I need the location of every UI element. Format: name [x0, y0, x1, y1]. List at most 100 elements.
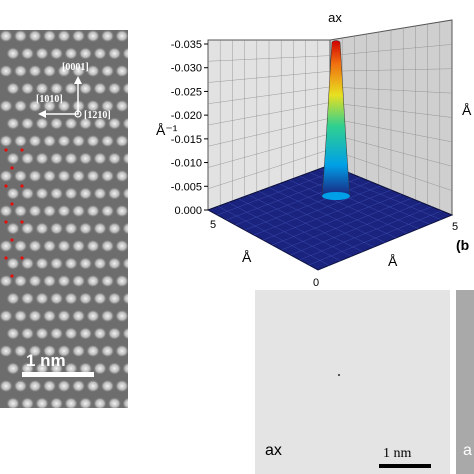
- arrow-left-head: [38, 110, 46, 118]
- lattice-spot: [64, 257, 78, 270]
- z-tick-label: -0.010: [171, 158, 202, 170]
- spike-peak: [321, 40, 351, 197]
- lattice-spot: [35, 362, 49, 375]
- lattice-spot: [71, 64, 86, 78]
- lattice-spot: [78, 222, 93, 235]
- lattice-spot: [71, 344, 86, 358]
- lattice-spot: [35, 47, 49, 60]
- lattice-spot: [57, 169, 71, 183]
- floor-tick-left: 5: [210, 219, 216, 231]
- lattice-spot: [115, 379, 128, 393]
- lattice-spot: [122, 362, 128, 375]
- lattice-spot: [28, 169, 42, 183]
- lattice-spot: [115, 169, 128, 183]
- lattice-spot: [42, 30, 57, 43]
- arrow-up-head: [74, 76, 82, 84]
- lattice-spot: [0, 30, 13, 43]
- lattice-spot: [93, 187, 107, 200]
- lattice-spot: [100, 169, 115, 183]
- lattice-spot: [107, 117, 122, 130]
- lattice-spot: [57, 379, 71, 393]
- lattice-spot: [49, 187, 64, 200]
- lattice-spot: [42, 274, 57, 288]
- lattice-spot: [64, 47, 78, 60]
- lattice-spot: [28, 274, 42, 288]
- z-axis-label-right: Å: [462, 102, 472, 118]
- lattice-spot: [28, 64, 42, 78]
- lattice-spot: [122, 257, 128, 270]
- z-axis-ticks: -0.035 -0.030 -0.025 -0.020 -0.015 -0.010 -0.0…: [171, 39, 208, 217]
- lattice-spot: [115, 134, 128, 148]
- z-tick-label: -0.005: [171, 181, 202, 193]
- lattice-spot: [0, 274, 13, 288]
- lattice-spot: [100, 309, 115, 323]
- lattice-spot: [115, 64, 128, 78]
- lattice-spot: [6, 292, 20, 305]
- z-tick-label: 0.000: [174, 205, 202, 217]
- lattice-spot: [78, 82, 93, 95]
- lattice-spot: [100, 30, 115, 43]
- lattice-spot: [35, 187, 49, 200]
- lattice-spot: [107, 292, 122, 305]
- lattice-spot: [86, 379, 100, 393]
- dir-left-label: [1010]: [36, 94, 63, 105]
- lattice-spot: [86, 99, 100, 113]
- lattice-spot: [13, 274, 28, 288]
- lattice-spot: [0, 379, 13, 393]
- lattice-spot: [100, 204, 115, 218]
- lattice-spot: [6, 397, 20, 408]
- lattice-spot: [6, 187, 20, 200]
- lattice-spot: [57, 274, 71, 288]
- lattice-spot: [57, 30, 71, 43]
- lattice-spot: [64, 82, 78, 95]
- lattice-spot: [115, 30, 128, 43]
- lattice-spot: [93, 362, 107, 375]
- lattice-spot: [35, 292, 49, 305]
- lattice-spot: [28, 134, 42, 148]
- lattice-spot: [122, 152, 128, 165]
- lattice-spot: [49, 117, 64, 130]
- hrtem-image: [0001] [1010] [1210] 1 nm: [0, 30, 128, 408]
- z-tick-label: -0.035: [171, 39, 202, 51]
- red-dot: [10, 202, 14, 206]
- lattice-spot: [100, 379, 115, 393]
- lattice-spot: [107, 82, 122, 95]
- surface-plot: -0.035 -0.030 -0.025 -0.020 -0.015 -0.010 -0.0…: [156, 10, 472, 289]
- z-tick-label: -0.020: [171, 110, 202, 122]
- lattice-spot: [107, 152, 122, 165]
- red-dot: [4, 220, 8, 224]
- lattice-spot: [64, 292, 78, 305]
- lattice-spot: [57, 64, 71, 78]
- lattice-spot: [78, 47, 93, 60]
- lattice-spot: [49, 257, 64, 270]
- lattice-spot: [20, 327, 35, 340]
- lattice-spot: [100, 344, 115, 358]
- lattice-spot: [86, 309, 100, 323]
- lattice-spot: [42, 134, 57, 148]
- left-scale-label: 1 nm: [26, 351, 66, 370]
- spike-base: [322, 192, 350, 200]
- lattice-spot: [71, 379, 86, 393]
- lattice-spot: [107, 397, 122, 408]
- lattice-spot: [49, 327, 64, 340]
- lattice-spot: [122, 82, 128, 95]
- lattice-spot: [0, 344, 13, 358]
- lattice-spot: [64, 152, 78, 165]
- right-panel-label: a: [463, 442, 472, 459]
- lattice-spot: [93, 117, 107, 130]
- lattice-spot: [13, 134, 28, 148]
- left-scale-bar: [22, 372, 94, 377]
- lattice-spot: [0, 99, 13, 113]
- lattice-spot: [86, 344, 100, 358]
- lattice-spot: [86, 204, 100, 218]
- lattice-spot: [13, 169, 28, 183]
- lattice-spot: [93, 47, 107, 60]
- lattice-spot: [107, 257, 122, 270]
- red-dot: [10, 238, 14, 242]
- lattice-spot: [42, 239, 57, 253]
- floor-grid: [217, 168, 442, 266]
- lattice-spot: [71, 134, 86, 148]
- lattice-spot: [6, 152, 20, 165]
- lattice-spot: [86, 134, 100, 148]
- red-dot-markers: [4, 148, 24, 278]
